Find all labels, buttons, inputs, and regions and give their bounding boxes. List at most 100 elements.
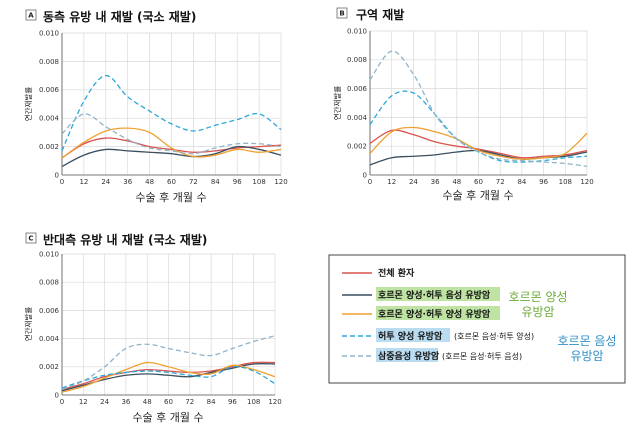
- series-line-tnbc: [369, 50, 588, 168]
- y-tick-label: 0.006: [39, 307, 60, 315]
- series-line-hrpos_her2pos: [61, 127, 282, 159]
- x-tick-label: 48: [145, 178, 154, 186]
- legend-item-hrpos_her2pos: 호르몬 양성·허투 양성 유방암: [342, 306, 500, 320]
- legend-sublabel: (호르몬 음성·허투 음성): [442, 352, 522, 361]
- legend-item-all: 전체 환자: [342, 267, 415, 279]
- legend-sublabel: (호르몬 음성·허투 양성): [454, 332, 534, 341]
- group-label-hr-negative-line2: 유방암: [570, 349, 603, 363]
- x-tick-label: 72: [496, 178, 505, 186]
- legend-label: 호르몬 양성·허투 양성 유방암: [378, 308, 491, 320]
- y-tick-label: 0.006: [347, 85, 368, 93]
- panel-label-box: [336, 7, 348, 19]
- legend-item-her2pos_hrneg: 허투 양성 유방암 (호르몬 음성·허투 양성): [342, 328, 534, 342]
- x-axis-label: 수술 후 개월 수: [442, 189, 513, 202]
- y-tick-label: 0.002: [39, 363, 59, 371]
- series-line-her2pos_hrneg: [369, 90, 588, 163]
- y-axis-label: 연간재발률: [23, 307, 33, 342]
- x-tick-label: 84: [517, 178, 526, 186]
- legend-highlight: [376, 348, 438, 362]
- x-tick-label: 0: [368, 178, 372, 186]
- panel-label-box: [25, 9, 37, 21]
- chart-panel-b: B 구역 재발 0 0.002 0.004 0.006 0.008 0.010 0 12 24 36 4…: [332, 7, 594, 202]
- group-label-hr-negative: 호르몬 음성: [557, 334, 616, 348]
- series-line-hrpos_her2pos: [369, 126, 588, 160]
- y-tick-label: 0.010: [347, 27, 367, 35]
- legend-label: 허투 양성 유방암: [378, 330, 443, 342]
- x-tick-label: 60: [167, 178, 176, 186]
- legend-highlight: [376, 306, 500, 320]
- x-tick-label: 120: [580, 178, 593, 186]
- x-tick-label: 60: [164, 398, 173, 406]
- x-tick-label: 72: [185, 398, 194, 406]
- series-line-all: [369, 129, 588, 159]
- y-tick-label: 0.010: [39, 29, 59, 37]
- y-axis-label: 연간재발률: [23, 87, 33, 122]
- y-tick-label: 0.002: [347, 143, 367, 151]
- x-axis-label: 수술 후 개월 수: [132, 411, 203, 424]
- y-tick-label: 0.008: [39, 279, 59, 287]
- y-tick-label: 0: [363, 171, 367, 179]
- panels: A 동측 유방 내 재발 (국소 재발) 0 0.002 0.004 0.006 0.008…: [23, 7, 594, 424]
- series-line-hrpos_her2neg: [61, 145, 282, 168]
- x-tick-label: 48: [452, 178, 461, 186]
- y-tick-label: 0.002: [39, 143, 59, 151]
- series-line-tnbc: [61, 335, 276, 390]
- x-tick-label: 60: [474, 178, 483, 186]
- x-tick-label: 120: [268, 398, 281, 406]
- x-tick-label: 108: [559, 178, 572, 186]
- panel-label: C: [28, 235, 33, 243]
- panel-title: 구역 재발: [356, 7, 404, 22]
- x-tick-label: 36: [121, 398, 130, 406]
- series-line-tnbc: [61, 113, 282, 155]
- y-axis-label: 연간재발률: [332, 86, 342, 121]
- x-tick-label: 72: [189, 178, 198, 186]
- x-tick-label: 24: [101, 178, 110, 186]
- legend-label: 호르몬 양성·허투 음성 유방암: [378, 289, 491, 301]
- series-line-all: [61, 137, 282, 159]
- x-tick-label: 48: [143, 398, 152, 406]
- x-tick-label: 96: [539, 178, 548, 186]
- y-tick-label: 0.006: [39, 86, 60, 94]
- legend-item-hrpos_her2neg: 호르몬 양성·허투 음성 유방암: [342, 287, 500, 301]
- x-axis-label: 수술 후 개월 수: [135, 191, 206, 204]
- panel-label: A: [28, 12, 34, 20]
- x-tick-label: 0: [60, 398, 64, 406]
- x-tick-label: 24: [409, 178, 418, 186]
- series-line-hrpos_her2pos: [61, 361, 276, 393]
- y-tick-label: 0: [55, 391, 59, 399]
- panel-title: 동측 유방 내 재발 (국소 재발): [43, 9, 196, 24]
- x-tick-label: 12: [79, 178, 88, 186]
- y-tick-label: 0.004: [347, 114, 368, 122]
- x-tick-label: 24: [100, 398, 109, 406]
- y-tick-label: 0.004: [39, 115, 60, 123]
- x-tick-label: 36: [431, 178, 440, 186]
- x-tick-label: 12: [79, 398, 88, 406]
- x-tick-label: 0: [60, 178, 64, 186]
- legend-highlight: [376, 287, 500, 301]
- x-tick-label: 36: [123, 178, 132, 186]
- x-tick-label: 120: [274, 178, 287, 186]
- series-line-her2pos_hrneg: [61, 365, 276, 389]
- legend-label: 삼중음성 유방암: [378, 350, 440, 362]
- x-tick-label: 108: [252, 178, 265, 186]
- y-tick-label: 0.008: [347, 56, 367, 64]
- chart-panel-a: A 동측 유방 내 재발 (국소 재발) 0 0.002 0.004 0.006 0.008…: [23, 9, 288, 204]
- panel-title: 반대측 유방 내 재발 (국소 재발): [43, 232, 207, 247]
- y-tick-label: 0: [55, 171, 59, 179]
- x-tick-label: 96: [233, 178, 242, 186]
- panel-label: B: [339, 10, 344, 18]
- group-label-hr-positive-line2: 유방암: [521, 305, 554, 319]
- group-label-hr-positive: 호르몬 양성: [508, 290, 567, 304]
- panel-label-box: [25, 232, 37, 244]
- y-tick-label: 0.004: [39, 335, 60, 343]
- x-tick-label: 84: [211, 178, 220, 186]
- chart-panel-c: C 반대측 유방 내 재발 (국소 재발) 0 0.002 0.004 0.006 0.00…: [23, 232, 282, 424]
- legend-item-tnbc: 삼중음성 유방암 (호르몬 음성·허투 음성): [342, 348, 522, 362]
- y-tick-label: 0.008: [39, 58, 59, 66]
- y-tick-label: 0.010: [39, 250, 59, 258]
- series-line-her2pos_hrneg: [61, 74, 282, 152]
- x-tick-label: 12: [387, 178, 396, 186]
- legend-highlight: [376, 328, 450, 342]
